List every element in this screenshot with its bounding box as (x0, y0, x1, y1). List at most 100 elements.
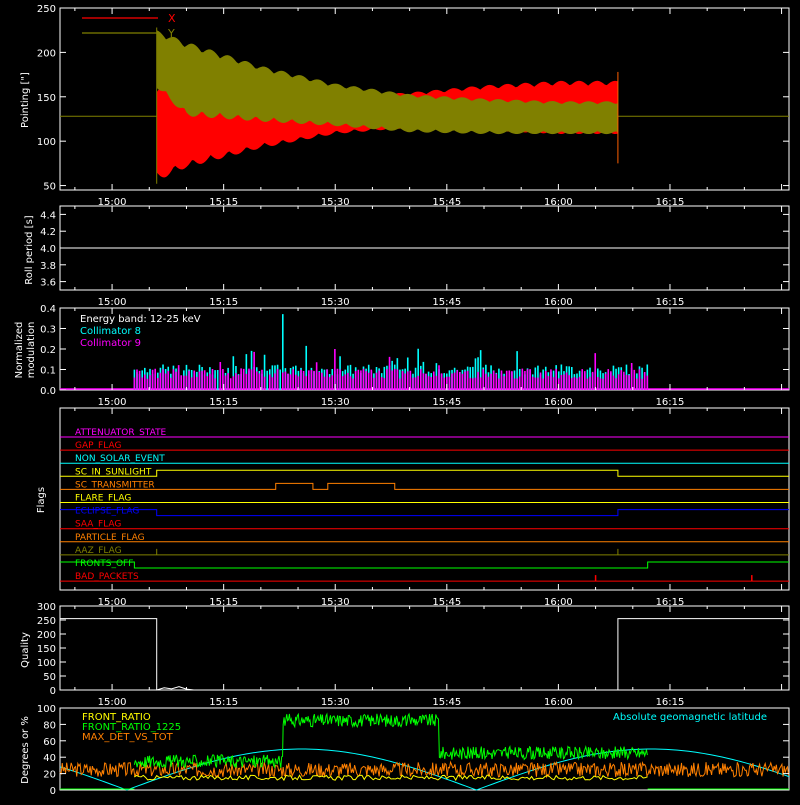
x-tick-label: 16:15 (656, 697, 685, 708)
y-tick-label: 40 (43, 753, 56, 764)
quality-data-area (60, 618, 789, 691)
x-tick-label: 16:00 (544, 197, 573, 208)
x-tick-label: 15:30 (321, 397, 350, 408)
y-tick-label: 4.0 (40, 244, 56, 255)
y-tick-label: 0.4 (40, 304, 56, 315)
pointing-data-area (60, 27, 789, 184)
y-tick-label: 50 (43, 672, 56, 683)
x-tick-label: 15:30 (321, 697, 350, 708)
x-tick-label: 16:15 (656, 597, 685, 608)
x-tick-label: 15:45 (432, 697, 461, 708)
y-tick-label: 200 (37, 48, 56, 59)
p6-frame (59, 707, 790, 791)
legend-geomagnetic-latitude: Absolute geomagnetic latitude (613, 712, 767, 723)
flags-y-axis-label: Flags (36, 487, 47, 513)
flag-label-fronts-off: FRONTS_OFF (75, 559, 133, 569)
flag-line-fronts-off (60, 561, 789, 569)
y-tick-label: 0.0 (40, 386, 56, 397)
legend-max-det-vs-tot: MAX_DET_VS_TOT (82, 732, 174, 743)
flag-label-sc-transmitter: SC_TRANSMITTER (75, 480, 155, 490)
modulation-series-collimator-9 (133, 349, 649, 390)
y-tick-label: 3.8 (40, 261, 56, 272)
y-tick-label: 60 (43, 737, 56, 748)
flags-x-ticks: 15:00 15:15 15:30 15:45 16:00 16:15 (74, 408, 783, 608)
energy-band-annotation: Energy band: 12-25 keV (80, 314, 201, 325)
flag-label-attenuator-state: ATTENUATOR_STATE (75, 428, 167, 438)
ratios-y-axis-label: Degrees or % (20, 716, 31, 784)
legend-label-y: Y (167, 27, 175, 40)
y-tick-label: 250 (37, 4, 56, 15)
pointing-legend: X Y (82, 12, 176, 40)
flags-data-area: ATTENUATOR_STATE GAP_FLAG NON_SOLAR_EVENT S… (60, 428, 789, 582)
y-tick-label: 100 (37, 658, 56, 669)
x-tick-label: 16:00 (544, 697, 573, 708)
quality-line (60, 618, 789, 691)
y-tick-label: 80 (43, 720, 56, 731)
x-tick-label: 15:00 (98, 597, 127, 608)
roll-y-ticks: 3.6 3.8 4.0 4.2 4.4 (40, 210, 789, 289)
geomagnetic-latitude-line (59, 748, 790, 791)
x-tick-label: 15:15 (209, 397, 238, 408)
pointing-series-y (156, 30, 618, 135)
x-tick-label: 16:15 (656, 297, 685, 308)
x-tick-label: 15:15 (209, 597, 238, 608)
x-tick-label: 15:30 (321, 297, 350, 308)
y-tick-label: 4.2 (40, 227, 56, 238)
x-tick-label: 16:00 (544, 597, 573, 608)
x-tick-label: 15:45 (432, 197, 461, 208)
flag-line-eclipse-flag (60, 509, 789, 517)
flag-label-eclipse-flag: ECLIPSE_FLAG (75, 507, 139, 517)
x-tick-label: 15:45 (432, 597, 461, 608)
modulation-y-label-line2: modulation (26, 322, 37, 379)
x-tick-label: 15:30 (321, 197, 350, 208)
flags-panel: ATTENUATOR_STATE GAP_FLAG NON_SOLAR_EVENT S… (36, 408, 789, 608)
flag-label-aaz-flag: AAZ_FLAG (75, 546, 122, 556)
flag-line-aaz-flag (60, 548, 789, 556)
x-tick-label: 15:15 (209, 197, 238, 208)
flag-label-flare-flag: FLARE_FLAG (75, 494, 131, 504)
y-tick-label: 200 (37, 630, 56, 641)
x-tick-label: 15:45 (432, 397, 461, 408)
flag-line-sc-transmitter (60, 482, 789, 490)
flag-label-saa-flag: SAA_FLAG (75, 520, 121, 530)
y-tick-label: 0.3 (40, 325, 56, 336)
p1-frame (59, 7, 790, 191)
legend-collimator-8: Collimator 8 (80, 326, 141, 337)
x-tick-label: 15:15 (209, 297, 238, 308)
x-tick-label: 15:30 (321, 597, 350, 608)
roll-period-panel: Roll period [s] 3.63.84.04.24.4 15:00 15:… (24, 206, 789, 308)
flag-label-non-solar-event: NON_SOLAR_EVENT (75, 454, 165, 464)
x-tick-label: 16:15 (656, 397, 685, 408)
y-tick-label: 100 (37, 137, 56, 148)
quality-y-axis-label: Quality (20, 632, 31, 668)
modulation-y-ticks: 0.0 0.1 0.2 0.3 0.4 (40, 304, 789, 397)
pointing-x-ticks: 15:00 15:15 15:30 15:45 16:00 16:15 (74, 8, 783, 208)
modulation-data-area (60, 314, 789, 390)
max-det-vs-tot-line (59, 760, 790, 779)
x-tick-label: 16:00 (544, 397, 573, 408)
x-tick-label: 15:15 (209, 697, 238, 708)
flag-label-gap-flag: GAP_FLAG (75, 441, 121, 451)
p4-frame (59, 407, 790, 591)
y-tick-label: 0.1 (40, 366, 56, 377)
x-tick-label: 15:00 (98, 697, 127, 708)
roll-y-axis-label: Roll period [s] (24, 215, 35, 284)
flag-label-sc-in-sunlight: SC_IN_SUNLIGHT (75, 467, 152, 477)
y-tick-label: 20 (43, 770, 56, 781)
y-tick-label: 100 (37, 704, 56, 715)
x-tick-label: 15:00 (98, 197, 127, 208)
y-tick-label: 0 (50, 686, 56, 697)
y-tick-label: 50 (43, 182, 56, 193)
legend-collimator-9: Collimator 9 (80, 338, 141, 349)
x-tick-label: 15:00 (98, 397, 127, 408)
x-tick-label: 16:15 (656, 197, 685, 208)
pointing-y-ticks: 50 100 150 200 250 (37, 4, 789, 193)
front-ratio-1225-line (133, 712, 648, 769)
flag-label-particle-flag: PARTICLE_FLAG (75, 533, 145, 543)
modulation-x-ticks: 15:00 15:15 15:30 15:45 16:00 16:15 (74, 308, 783, 408)
ratios-panel: FRONT_RATIO FRONT_RATIO_1225 MAX_DET_VS_… (20, 704, 790, 797)
y-tick-label: 0.2 (40, 345, 56, 356)
modulation-y-label-line1: Normalized (14, 322, 25, 379)
